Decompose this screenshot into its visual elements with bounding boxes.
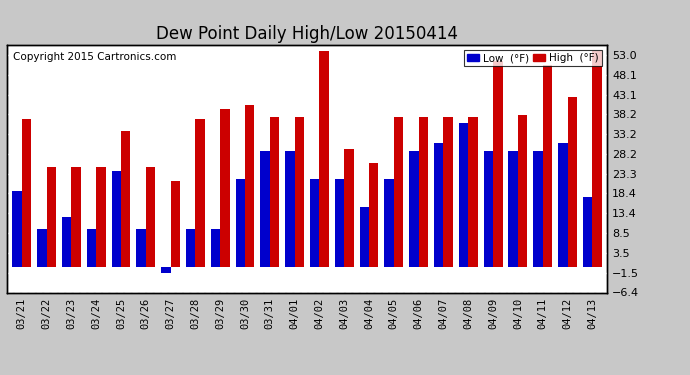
Bar xyxy=(493,61,502,267)
Bar xyxy=(270,117,279,267)
Bar xyxy=(518,115,527,267)
Bar xyxy=(592,51,602,267)
Bar xyxy=(558,143,567,267)
Bar xyxy=(37,229,47,267)
Bar xyxy=(235,179,245,267)
Bar xyxy=(533,151,543,267)
Bar xyxy=(186,229,195,267)
Bar xyxy=(137,229,146,267)
Bar xyxy=(245,105,255,267)
Bar xyxy=(22,119,31,267)
Bar xyxy=(583,197,592,267)
Bar xyxy=(469,117,477,267)
Bar xyxy=(434,143,444,267)
Bar xyxy=(310,179,319,267)
Bar xyxy=(444,117,453,267)
Bar xyxy=(509,151,518,267)
Bar xyxy=(359,207,369,267)
Bar xyxy=(87,229,96,267)
Bar xyxy=(394,117,403,267)
Bar xyxy=(285,151,295,267)
Bar xyxy=(459,123,469,267)
Bar xyxy=(260,151,270,267)
Bar xyxy=(419,117,428,267)
Bar xyxy=(295,117,304,267)
Bar xyxy=(211,229,220,267)
Text: Copyright 2015 Cartronics.com: Copyright 2015 Cartronics.com xyxy=(13,53,176,62)
Bar xyxy=(146,167,155,267)
Bar xyxy=(71,167,81,267)
Bar xyxy=(121,131,130,267)
Bar xyxy=(344,149,354,267)
Bar xyxy=(319,51,329,267)
Bar xyxy=(409,151,419,267)
Bar xyxy=(543,65,552,267)
Bar xyxy=(112,171,121,267)
Bar xyxy=(384,179,394,267)
Bar xyxy=(62,217,71,267)
Bar xyxy=(161,267,170,273)
Bar xyxy=(220,109,230,267)
Bar xyxy=(170,181,180,267)
Bar xyxy=(195,119,205,267)
Bar xyxy=(47,167,56,267)
Bar xyxy=(335,179,344,267)
Bar xyxy=(484,151,493,267)
Bar xyxy=(96,167,106,267)
Title: Dew Point Daily High/Low 20150414: Dew Point Daily High/Low 20150414 xyxy=(156,26,458,44)
Bar xyxy=(369,163,379,267)
Legend: Low  (°F), High  (°F): Low (°F), High (°F) xyxy=(464,50,602,66)
Bar xyxy=(567,97,577,267)
Bar xyxy=(12,191,22,267)
